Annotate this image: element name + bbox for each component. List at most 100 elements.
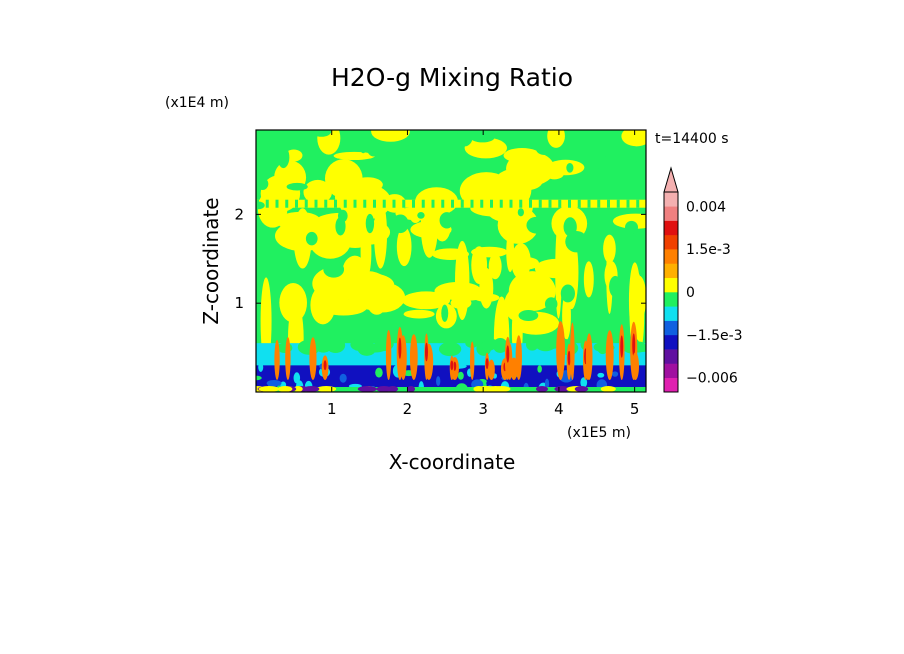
convective-core — [398, 337, 402, 359]
colorbar-swatch — [664, 306, 678, 321]
dry-island — [565, 230, 588, 253]
colorbar: 0.004 1.5e-3 0 −1.5e-3 −0.006 — [663, 166, 743, 393]
lower-layer-patch — [375, 367, 383, 378]
band-gap — [616, 199, 620, 208]
convective-core — [620, 335, 624, 358]
cyan-edge — [480, 340, 496, 351]
plume — [455, 240, 470, 320]
moist-region — [544, 168, 564, 180]
moist-region — [333, 151, 375, 161]
lower-layer-patch — [544, 378, 550, 389]
dry-island — [311, 130, 332, 137]
plume — [479, 267, 494, 309]
band-gap — [460, 199, 464, 208]
band-gap — [382, 199, 386, 208]
surface-patch — [277, 386, 293, 392]
dry-island — [256, 177, 269, 190]
surface-patch — [303, 386, 320, 392]
dry-island — [305, 231, 318, 246]
convective-column — [556, 321, 565, 380]
dry-island — [544, 297, 558, 311]
moist-region — [547, 130, 565, 148]
band-gap — [548, 199, 552, 208]
cyan-edge — [297, 339, 321, 355]
moist-region — [409, 204, 422, 224]
moist-region — [371, 130, 410, 142]
surface-strip — [256, 387, 646, 392]
convective-column — [274, 339, 280, 380]
band-gap — [538, 199, 542, 208]
surface-patch — [293, 386, 303, 392]
colorbar-swatch — [664, 292, 678, 307]
colorbar-swatch — [664, 234, 678, 250]
dry-island — [609, 275, 622, 298]
plume — [506, 231, 515, 273]
plume — [360, 227, 368, 275]
band-gap — [451, 199, 454, 208]
plume — [632, 275, 646, 320]
dry-island — [337, 209, 348, 223]
surface-patch — [258, 386, 280, 392]
dry-island — [526, 216, 546, 234]
dry-island — [417, 130, 441, 144]
lower-layer-patch — [611, 371, 619, 377]
x-axis: 1 2 3 4 5 — [327, 130, 639, 418]
y-axis: 12 — [234, 205, 646, 312]
convective-column — [409, 334, 418, 380]
band-gap — [421, 199, 425, 208]
colorbar-swatch — [664, 320, 678, 336]
colorbar-swatch — [664, 334, 678, 350]
convective-column — [285, 337, 291, 380]
convective-column — [510, 357, 518, 380]
moist-region — [285, 149, 303, 162]
moist-region — [515, 257, 540, 270]
plume — [373, 199, 388, 269]
surface-patch — [357, 386, 377, 392]
convective-column — [309, 337, 317, 381]
lower-layer-patch — [256, 375, 262, 381]
band-gap — [295, 199, 298, 208]
band-gap — [587, 199, 591, 208]
band-gap — [402, 199, 406, 208]
convective-core — [323, 360, 327, 371]
convective-core — [567, 350, 571, 366]
convective-column — [631, 352, 639, 381]
x-tick-label: 3 — [478, 400, 488, 418]
surface-patch — [316, 386, 337, 392]
x-tick-label: 1 — [327, 400, 337, 418]
moist-region — [319, 298, 368, 316]
surface-patch — [407, 386, 416, 392]
colorbar-swatch — [664, 349, 678, 364]
plume — [606, 237, 613, 314]
band-gap — [285, 199, 289, 208]
colorbar-swatch — [664, 277, 678, 293]
band-gap — [577, 199, 581, 208]
dry-island — [277, 146, 290, 169]
band-gap — [636, 199, 640, 208]
convective-column — [585, 333, 593, 380]
band-gap — [558, 199, 562, 208]
band-gap — [363, 199, 367, 208]
moist-region — [471, 246, 508, 258]
convective-core — [506, 345, 510, 363]
band-gap — [607, 199, 610, 208]
dry-island — [439, 212, 455, 229]
surface-patch — [476, 386, 494, 392]
band-gap — [334, 199, 337, 208]
convective-core — [453, 361, 457, 371]
dry-island — [358, 133, 368, 154]
moist-region — [464, 137, 508, 159]
cyan-edge — [325, 337, 346, 353]
cyan-edge — [525, 338, 539, 351]
band-gap — [499, 199, 503, 208]
band-gap — [529, 199, 532, 208]
colorbar-swatch — [664, 249, 678, 264]
plume — [293, 208, 312, 269]
cyan-edge — [438, 342, 462, 357]
dry-island — [560, 284, 575, 303]
convective-core — [424, 342, 428, 362]
colorbar-label: −0.006 — [686, 371, 738, 387]
colorbar-swatch — [664, 192, 678, 207]
convective-core — [632, 333, 636, 357]
